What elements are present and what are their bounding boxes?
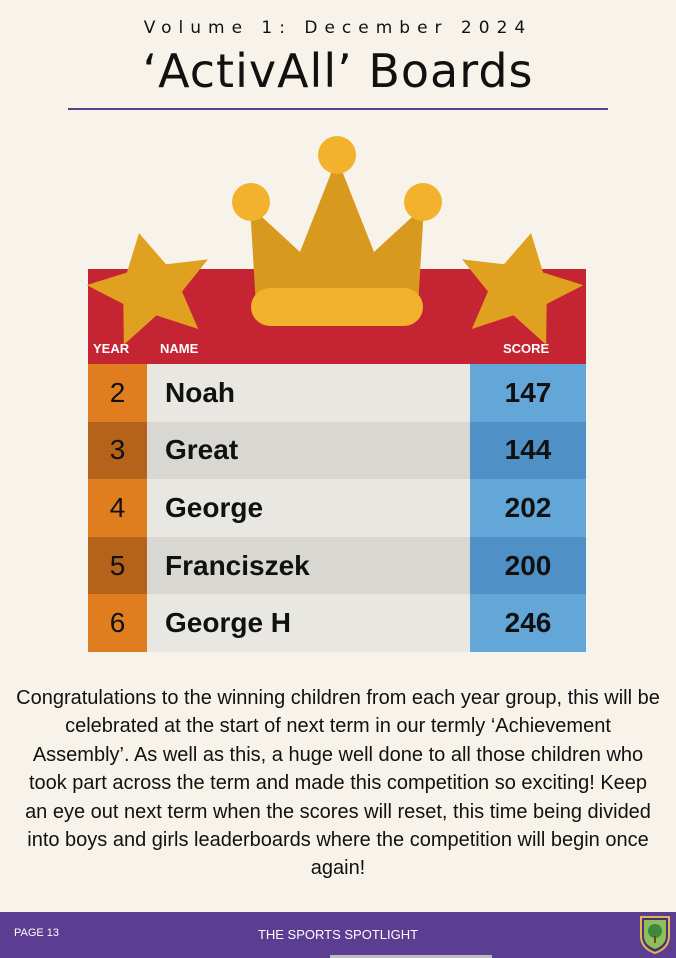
year-cell: 5	[88, 536, 147, 595]
name-cell: Franciszek	[147, 536, 470, 595]
score-cell: 202	[470, 479, 586, 537]
table-row: 3 Great 144	[88, 421, 586, 480]
table-row: 2 Noah 147	[88, 364, 586, 422]
congratulations-paragraph: Congratulations to the winning children …	[16, 687, 660, 880]
title-divider	[68, 108, 608, 110]
footer-title: THE SPORTS SPOTLIGHT	[257, 927, 419, 942]
volume-line: Volume 1: December 2024	[143, 18, 533, 38]
name-cell: Great	[147, 421, 470, 480]
crown-and-stars-art	[86, 136, 584, 345]
footer-accent-line	[330, 955, 492, 958]
table-row: 4 George 202	[88, 479, 586, 537]
column-header-name: NAME	[160, 341, 199, 356]
year-cell: 2	[88, 364, 147, 422]
leaderboard-table: 2 Noah 147 3 Great 144 4 George 202 5 Fr…	[88, 364, 586, 652]
star-icon	[86, 233, 208, 345]
name-cell: George	[147, 479, 470, 537]
year-cell: 6	[88, 594, 147, 652]
school-crest-icon	[640, 916, 670, 954]
score-cell: 144	[470, 421, 586, 480]
page-number: PAGE 13	[14, 927, 60, 939]
year-cell: 3	[88, 421, 147, 480]
score-cell: 246	[470, 594, 586, 652]
score-cell: 200	[470, 536, 586, 595]
column-header-score: SCORE	[503, 341, 550, 356]
table-row: 6 George H 246	[88, 594, 586, 652]
page-title: ‘ActivAll’ Boards	[142, 44, 534, 98]
crown-icon	[232, 136, 442, 326]
column-header-year: YEAR	[93, 341, 130, 356]
name-cell: George H	[147, 594, 470, 652]
star-icon	[462, 233, 584, 345]
year-cell: 4	[88, 479, 147, 537]
page-footer: PAGE 13 THE SPORTS SPOTLIGHT	[0, 912, 676, 958]
score-cell: 147	[470, 364, 586, 422]
table-row: 5 Franciszek 200	[88, 536, 586, 595]
name-cell: Noah	[147, 364, 470, 422]
